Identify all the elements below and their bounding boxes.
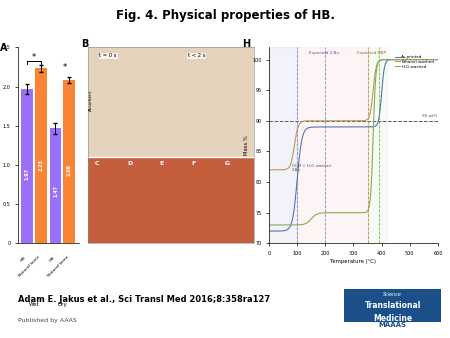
X-axis label: Temperature (°C): Temperature (°C) (330, 259, 377, 264)
Ethanol-washed (289, 159, 294, 163)
Bar (63, 80, 75, 243)
As-printed (289, 221, 294, 225)
Text: Expected 3-Bu: Expected 3-Bu (309, 51, 339, 55)
Text: Expected DBP: Expected DBP (357, 51, 386, 55)
Text: 2.23: 2.23 (38, 159, 43, 171)
Text: H: H (242, 40, 250, 49)
Text: DCM + H₂O-washed
3-Bu: DCM + H₂O-washed 3-Bu (292, 164, 330, 172)
Bar (269, 47, 297, 243)
Text: Fig. 4. Physical properties of HB.: Fig. 4. Physical properties of HB. (116, 9, 334, 22)
Bar (50, 128, 61, 243)
Ethanol-washed (425, 57, 430, 62)
Text: 2.08: 2.08 (67, 164, 72, 176)
Text: A: A (0, 43, 7, 53)
Text: E: E (159, 161, 164, 166)
Text: Natural bone: Natural bone (46, 255, 69, 278)
As-printed (359, 125, 364, 129)
As-printed (323, 125, 328, 129)
Text: F: F (192, 161, 196, 166)
Text: Published by AAAS: Published by AAAS (18, 318, 77, 323)
Text: Natural bone: Natural bone (18, 255, 41, 278)
Ethanol-washed (355, 119, 360, 123)
Text: 90 wt%: 90 wt% (422, 114, 437, 118)
Ethanol-washed (359, 119, 364, 123)
Text: Absorbent: Absorbent (89, 90, 93, 111)
Bar (297, 47, 368, 243)
H₂O-washed (266, 223, 272, 227)
As-printed (266, 229, 272, 233)
H₂O-washed (435, 57, 441, 62)
Bar (35, 69, 47, 243)
Text: Medicine: Medicine (373, 314, 412, 323)
Bar (88, 157, 254, 243)
Text: Translational: Translational (364, 301, 421, 310)
Bar (344, 322, 441, 335)
Ethanol-washed (340, 119, 345, 123)
Ethanol-washed (323, 119, 328, 123)
Bar (88, 47, 254, 157)
Text: Dry: Dry (58, 302, 67, 307)
Text: 1.47: 1.47 (53, 186, 58, 197)
Text: Wet: Wet (29, 302, 39, 307)
Text: MAAAS: MAAAS (378, 322, 407, 329)
Ethanol-washed (295, 127, 300, 131)
Bar (21, 89, 33, 243)
Text: G: G (224, 161, 230, 166)
H₂O-washed (340, 211, 345, 215)
H₂O-washed (416, 57, 422, 62)
Ethanol-washed (435, 57, 441, 62)
Legend: As-printed, Ethanol-washed, H₂O-washed: As-printed, Ethanol-washed, H₂O-washed (393, 53, 436, 70)
Text: HB: HB (20, 255, 27, 262)
As-printed (340, 125, 345, 129)
Text: B: B (81, 40, 89, 49)
Line: As-printed: As-printed (269, 59, 438, 231)
As-printed (435, 57, 441, 62)
Line: H₂O-washed: H₂O-washed (269, 59, 438, 225)
Text: t = 0 s: t = 0 s (99, 53, 117, 58)
Text: D: D (127, 161, 132, 166)
H₂O-washed (323, 211, 328, 215)
Text: HB: HB (48, 255, 55, 262)
As-printed (355, 125, 360, 129)
As-printed (428, 57, 433, 62)
Text: 1.97: 1.97 (25, 168, 30, 180)
Text: Science: Science (383, 292, 402, 297)
Y-axis label: Mass %: Mass % (244, 136, 249, 155)
Text: t < 2 s: t < 2 s (188, 53, 205, 58)
As-printed (295, 174, 300, 178)
Text: *: * (32, 53, 36, 62)
H₂O-washed (289, 223, 294, 227)
Text: C: C (94, 161, 99, 166)
Line: Ethanol-washed: Ethanol-washed (269, 59, 438, 170)
H₂O-washed (359, 211, 364, 215)
Text: Adam E. Jakus et al., Sci Transl Med 2016;8:358ra127: Adam E. Jakus et al., Sci Transl Med 201… (18, 295, 270, 304)
Ethanol-washed (266, 168, 272, 172)
Bar (368, 47, 387, 243)
Text: *: * (63, 63, 67, 72)
H₂O-washed (355, 211, 360, 215)
H₂O-washed (295, 223, 300, 227)
